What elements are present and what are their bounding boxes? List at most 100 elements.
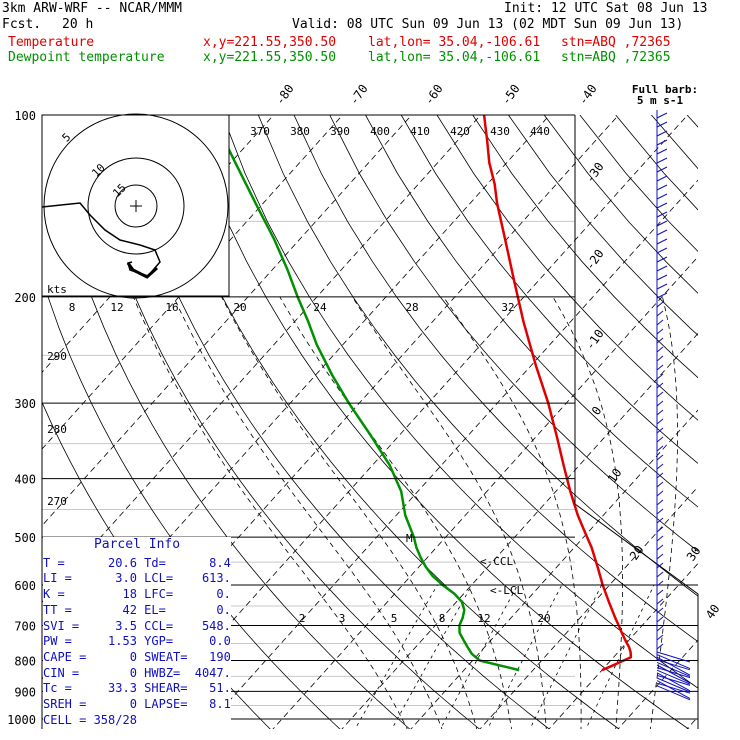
parcel-row: SREH = 0 LAPSE= 8.1 — [43, 697, 231, 712]
wind-barb-lower — [656, 667, 691, 679]
dry-adiabat — [400, 115, 698, 464]
theta-label: 420 — [450, 125, 470, 138]
mixing-ratio-line — [487, 584, 563, 729]
wind-barb — [656, 220, 668, 227]
hodograph-trace-end — [126, 262, 159, 279]
wind-barb — [656, 121, 668, 128]
wind-barb — [656, 229, 668, 236]
parcel-row: TT = 42 EL= 0. — [43, 602, 231, 617]
wind-barb — [656, 571, 664, 578]
temperature-line — [482, 115, 633, 672]
mixing-ratio-line — [585, 584, 655, 729]
wind-barb — [656, 148, 668, 155]
pressure-tick-label: 100 — [14, 109, 36, 123]
temperature-legend: Temperature — [8, 35, 95, 50]
wind-barb — [656, 283, 668, 290]
parcel-row: SVI = 3.5 CCL= 548. — [43, 618, 231, 633]
wind-legend-title: Full barb: — [632, 83, 698, 96]
wind-barb — [656, 130, 668, 137]
isotherm-label-right: 10 — [605, 466, 625, 486]
hodograph-speed-label: 8 — [69, 301, 76, 314]
wind-barb-lower — [656, 659, 691, 671]
wind-barb — [656, 373, 664, 380]
moist-adiabat — [552, 296, 623, 729]
temperature-xy: x,y=221.55,350.50 — [203, 35, 337, 50]
mixing-ratio-label: 8 — [439, 612, 446, 625]
mixing-ratio-label: 20 — [537, 612, 550, 625]
wind-barb-lower — [656, 685, 691, 701]
dry-adiabat — [723, 115, 740, 732]
theta-label: 390 — [330, 125, 350, 138]
moist-adiabat — [173, 296, 443, 729]
temperature-latlon: lat,lon= 35.04,-106.61 — [368, 35, 541, 50]
wind-barb — [656, 598, 664, 605]
lower-right-border — [574, 503, 699, 729]
wind-barb — [656, 481, 664, 488]
moist-adiabat — [132, 296, 408, 729]
isotherm-line — [42, 115, 481, 603]
dry-adiabat — [186, 115, 690, 729]
wind-barb — [656, 247, 668, 254]
mixing-ratio-label: 12 — [477, 612, 490, 625]
wind-legend-units: 5 m s-1 — [637, 94, 684, 107]
wind-barb-lower — [656, 669, 691, 685]
dewpoint-legend: Dewpoint temperature — [8, 50, 165, 65]
isotherm-label-top: -50 — [499, 82, 523, 108]
wind-barb — [656, 310, 664, 317]
moist-adiabat — [649, 296, 678, 729]
wind-barb — [656, 166, 668, 173]
isotherm-line — [548, 562, 698, 729]
dry-adiabat — [257, 115, 698, 643]
wind-barb — [656, 463, 664, 470]
wind-barb — [656, 238, 668, 245]
pressure-tick-label: 900 — [14, 685, 36, 699]
theta-label: 370 — [250, 125, 270, 138]
dry-adiabat — [79, 115, 481, 729]
wind-barb — [656, 274, 668, 281]
theta-left-label: 290 — [47, 350, 67, 363]
moist-adiabat — [443, 296, 582, 729]
hodograph-speed-label: 20 — [233, 301, 246, 314]
wind-barb — [656, 337, 664, 344]
wind-barb — [656, 472, 664, 479]
parcel-info-panel: Parcel Info T = 20.6 Td= 8.4 LI = 3.0 LCL… — [43, 537, 231, 732]
wind-barb — [656, 265, 668, 272]
wind-barb-lower — [656, 651, 691, 663]
wind-barb — [656, 400, 664, 407]
wind-barb — [656, 607, 664, 614]
dry-adiabat — [365, 115, 698, 508]
isotherm-label-right: -30 — [583, 160, 607, 186]
wind-barb — [656, 544, 664, 551]
dry-adiabat — [293, 115, 698, 597]
isotherm-line — [42, 115, 550, 680]
wind-barb — [656, 175, 668, 182]
wind-barb — [656, 508, 664, 515]
theta-label: 430 — [490, 125, 510, 138]
wind-barb — [656, 580, 664, 587]
forecast-hour: 20 h — [62, 17, 94, 32]
parcel-row: LI = 3.0 LCL= 613. — [43, 571, 231, 586]
dry-adiabat — [150, 115, 620, 729]
wind-barb — [656, 211, 668, 218]
mixing-ratio-line — [440, 584, 518, 729]
wind-barb — [656, 355, 664, 362]
isotherm-line — [134, 115, 688, 729]
isotherm-line — [410, 409, 698, 729]
wind-barb — [656, 193, 668, 200]
wind-barb — [656, 625, 664, 632]
parcel-row: PW = 1.53 YGP= 0.0 — [43, 634, 231, 649]
parcel-row: CIN = 0 HWBZ= 4047. — [43, 665, 231, 680]
ccl-annotation: <-CCL — [480, 555, 513, 568]
pressure-tick-label: 600 — [14, 579, 36, 593]
isotherm-line — [686, 716, 698, 729]
mixing-ratio-label: 2 — [299, 612, 306, 625]
isotherm-label-right: 40 — [703, 602, 723, 622]
wind-barb — [656, 184, 668, 191]
wind-barb-lower — [656, 654, 691, 670]
pressure-tick-label: 800 — [14, 654, 36, 668]
wind-barb — [656, 643, 664, 650]
wind-barb-lower — [656, 656, 691, 676]
theta-label: 440 — [530, 125, 550, 138]
dry-adiabat — [436, 115, 698, 421]
hodograph-trace — [41, 202, 161, 277]
